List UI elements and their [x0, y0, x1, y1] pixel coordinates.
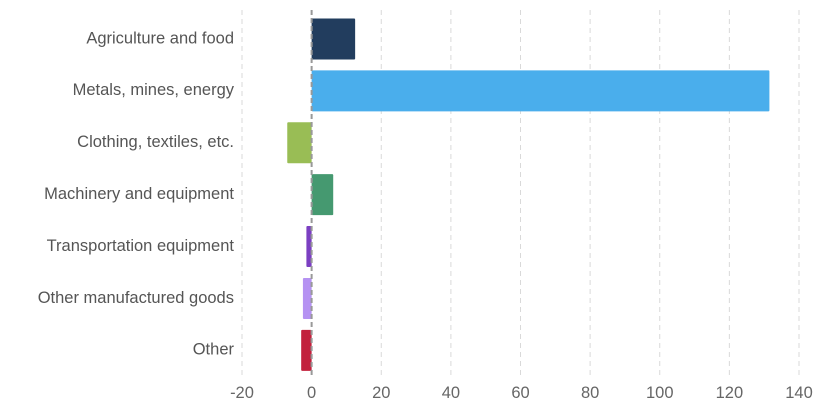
x-tick-label: 60 [511, 384, 529, 402]
bar [311, 174, 334, 216]
category-label: Other [193, 341, 235, 359]
bar [311, 70, 770, 112]
category-label: Other manufactured goods [38, 289, 234, 307]
category-label: Transportation equipment [47, 237, 235, 255]
x-tick-label: 140 [785, 384, 813, 402]
bars [287, 18, 770, 371]
category-label: Metals, mines, energy [73, 81, 235, 99]
x-tick-label: 20 [372, 384, 390, 402]
x-tick-label: 120 [716, 384, 744, 402]
bar [301, 329, 312, 371]
x-tick-label: 40 [442, 384, 460, 402]
bar [306, 226, 312, 268]
x-tick-labels: -20 0 20 40 60 80 100 120 140 [230, 384, 813, 402]
x-tick-label: 80 [581, 384, 599, 402]
bar [311, 18, 356, 60]
gridlines [241, 10, 800, 377]
category-label: Agriculture and food [86, 29, 234, 47]
category-label: Clothing, textiles, etc. [77, 133, 234, 151]
category-labels: Agriculture and food Metals, mines, energ… [38, 29, 235, 358]
x-tick-label: -20 [230, 384, 254, 402]
category-label: Machinery and equipment [44, 185, 234, 203]
x-tick-label: 0 [307, 384, 316, 402]
x-tick-label: 100 [646, 384, 674, 402]
bar [302, 277, 312, 319]
bar [287, 122, 312, 164]
